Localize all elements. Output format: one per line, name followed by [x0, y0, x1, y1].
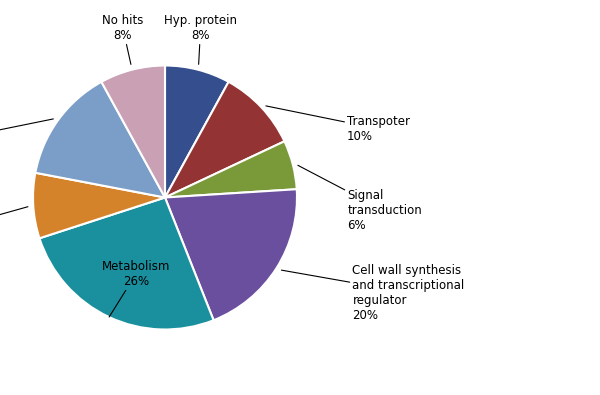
- Text: Signal
transduction
6%: Signal transduction 6%: [298, 165, 422, 232]
- Text: Metabolism
26%: Metabolism 26%: [102, 260, 170, 317]
- Wedge shape: [33, 173, 165, 238]
- Wedge shape: [165, 141, 297, 198]
- Text: Transpoter
10%: Transpoter 10%: [266, 106, 410, 143]
- Wedge shape: [165, 66, 229, 198]
- Wedge shape: [101, 66, 165, 198]
- Text: No hits
8%: No hits 8%: [102, 14, 143, 64]
- Wedge shape: [40, 198, 214, 329]
- Text: Uncharacterized
protein
8%: Uncharacterized protein 8%: [0, 207, 28, 256]
- Wedge shape: [35, 82, 165, 198]
- Wedge shape: [165, 189, 297, 320]
- Text: Cell wall synthesis
and transcriptional
regulator
20%: Cell wall synthesis and transcriptional …: [281, 263, 464, 322]
- Text: Hyp. protein
8%: Hyp. protein 8%: [164, 14, 237, 64]
- Wedge shape: [165, 82, 284, 198]
- Text: Other functions
14%: Other functions 14%: [0, 119, 53, 156]
